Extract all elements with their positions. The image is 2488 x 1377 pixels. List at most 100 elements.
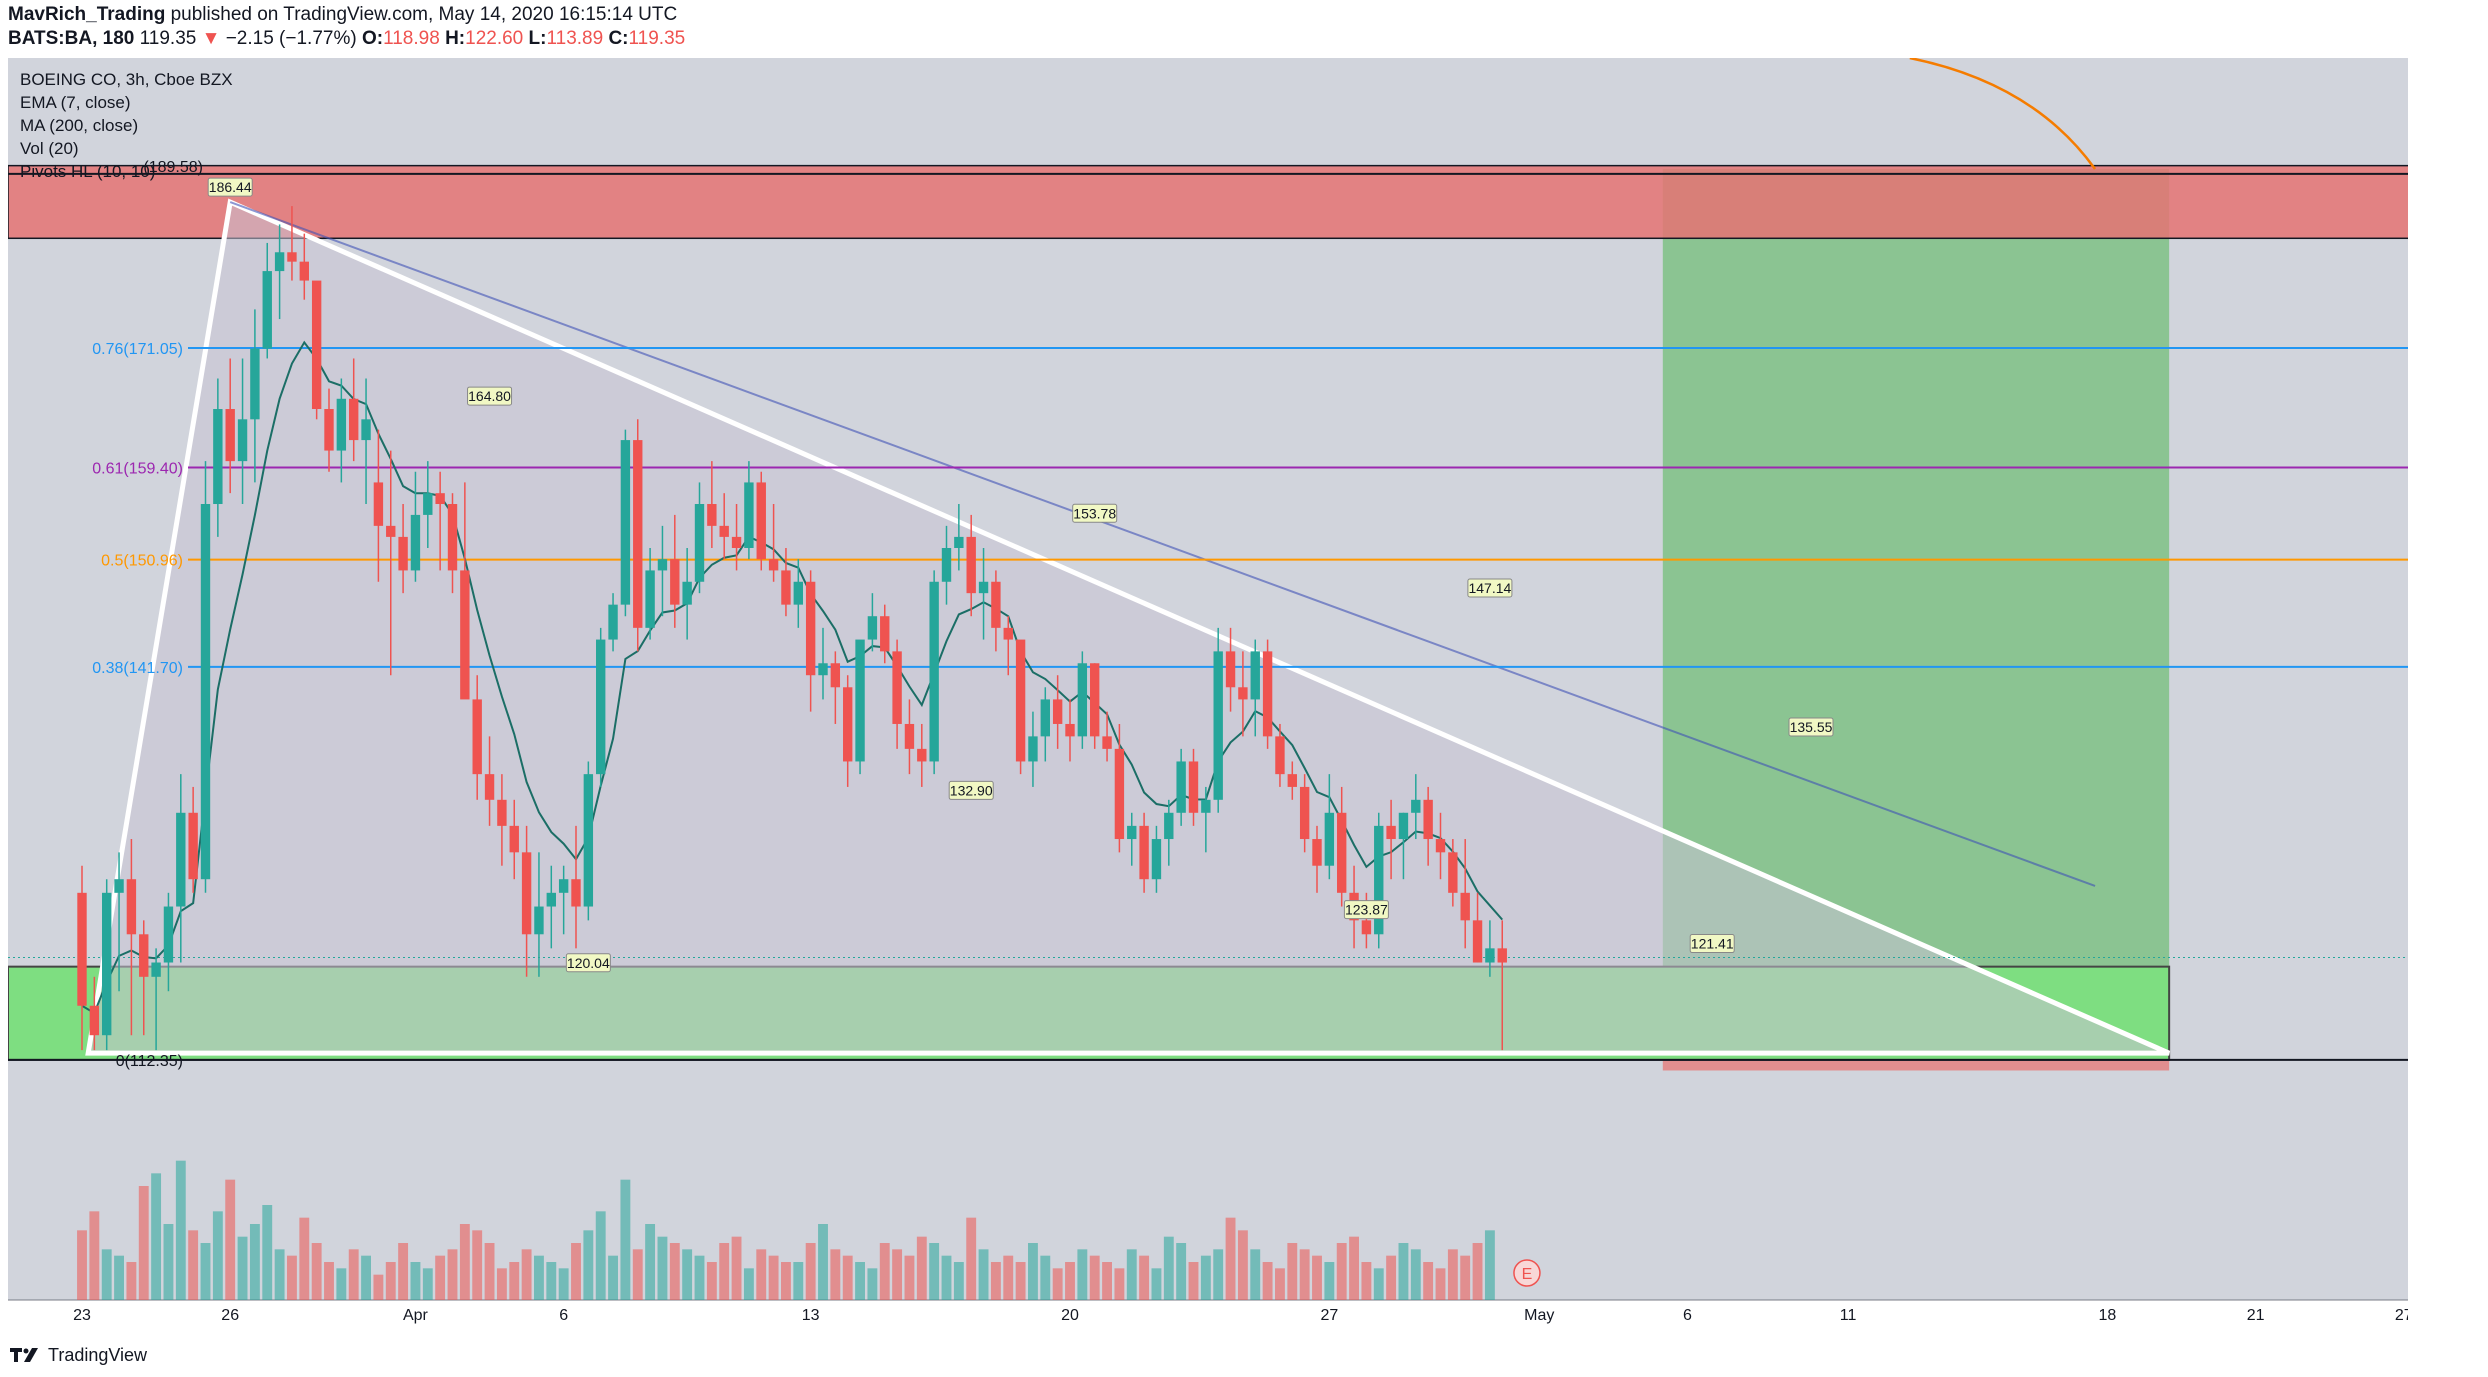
resistance-price-label: (189.58) [143, 159, 203, 176]
low-label: L: [528, 28, 547, 49]
fib-label-4: 0(112.35) [116, 1053, 183, 1070]
candle-body [1262, 651, 1273, 737]
candle-body [954, 536, 964, 548]
volume-bar [1262, 1262, 1273, 1300]
candle-body [558, 879, 569, 893]
time-tick-0: 23 [73, 1307, 91, 1324]
footer: TradingView [10, 1340, 147, 1370]
volume-bar [1213, 1249, 1224, 1300]
volume-bar [1015, 1262, 1026, 1300]
candle-body [1374, 825, 1384, 935]
time-tick-7: May [1524, 1307, 1554, 1324]
earnings-icon [1513, 1259, 1541, 1287]
volume-bar [89, 1211, 100, 1300]
pivot-label-7: 121.41 [1691, 936, 1734, 952]
volume-bar [422, 1268, 433, 1300]
volume-bar [1163, 1236, 1174, 1300]
candle-body [892, 651, 902, 724]
price-change: −2.15 (−1.77%) [225, 28, 357, 49]
volume-bar [1299, 1249, 1310, 1300]
candle-body [731, 536, 742, 548]
pivot-label-5: 132.90 [950, 782, 993, 798]
chart-area[interactable]: 0.76(171.05) 0.61(159.40) 0.5(150.96) 0.38(… [8, 58, 2408, 1328]
candle-body [1139, 825, 1149, 880]
volume-bar [237, 1236, 248, 1300]
volume-bar [472, 1230, 483, 1300]
volume-bar [1373, 1268, 1384, 1300]
candle-body [805, 581, 816, 676]
candle-body [756, 482, 766, 560]
target-zone [1662, 169, 2170, 967]
open-label: O: [361, 28, 384, 49]
volume-bar [410, 1262, 421, 1300]
legend-pivots[interactable]: Pivots HL (10, 10) [20, 162, 156, 181]
candle-body [287, 252, 297, 262]
volume-bar [1003, 1255, 1014, 1300]
symbol-line: BATS:BA, 180 119.35 ▼ −2.15 (−1.77%) O:1… [8, 28, 685, 50]
volume-bar [855, 1262, 865, 1300]
volume-bar [1423, 1262, 1434, 1300]
fib-label-1: 0.61(159.40) [92, 460, 183, 477]
pivot-label-box [948, 780, 994, 800]
volume-bar [287, 1255, 297, 1300]
candle-body [880, 616, 890, 652]
publisher-name[interactable]: MavRich_Trading [8, 4, 166, 25]
candle-body [929, 581, 939, 762]
volume-bar [447, 1249, 458, 1300]
candle-body [176, 812, 186, 907]
candle-body [904, 723, 915, 749]
volume-bar [1052, 1268, 1063, 1300]
legend-ma[interactable]: MA (200, close) [20, 116, 139, 135]
pivot-label-8: 120.04 [567, 955, 610, 971]
volume-bar [1188, 1262, 1199, 1300]
volume-bar [336, 1268, 347, 1300]
trendline [229, 201, 2096, 887]
volume-bar [1336, 1243, 1347, 1300]
candle-body [744, 482, 754, 548]
legend-vol[interactable]: Vol (20) [20, 139, 79, 158]
volume-bar [1065, 1262, 1075, 1300]
candle-body [583, 774, 594, 907]
volume-bar [509, 1262, 520, 1300]
candle-body [410, 514, 421, 571]
candle-body [274, 252, 285, 272]
price-chart[interactable]: 0.76(171.05) 0.61(159.40) 0.5(150.96) 0.38(… [8, 58, 2408, 1328]
volume-bar [583, 1230, 594, 1300]
volume-bar [1028, 1243, 1038, 1300]
candle-body [546, 892, 556, 907]
volume-bar [435, 1255, 446, 1300]
volume-bar [620, 1179, 631, 1300]
volume-bar [534, 1255, 544, 1300]
volume-bar [743, 1268, 754, 1300]
time-tick-6: 27 [1320, 1307, 1338, 1324]
volume-bar [805, 1243, 816, 1300]
candle-body [1250, 651, 1260, 700]
volume-bar [163, 1224, 174, 1300]
volume-bar [114, 1255, 124, 1300]
candle-body [398, 536, 408, 571]
candle-body [497, 799, 507, 826]
candle-body [447, 504, 458, 571]
volume-bar [1200, 1255, 1211, 1300]
candle-body [89, 1005, 100, 1036]
candle-body [1485, 948, 1495, 963]
volume-bar [978, 1249, 989, 1300]
candle-body [1238, 687, 1248, 700]
volume-bar [571, 1243, 581, 1300]
volume-bar [138, 1186, 149, 1300]
candle-body [1299, 786, 1310, 840]
volume-bar [706, 1262, 717, 1300]
pivot-label-box [1072, 503, 1118, 523]
footer-brand: TradingView [48, 1344, 148, 1365]
candle-body [843, 687, 853, 762]
symbol-name[interactable]: BATS:BA, 180 [8, 28, 135, 49]
volume-bar [1287, 1243, 1298, 1300]
volume-bar [521, 1249, 532, 1300]
time-tick-9: 11 [1840, 1307, 1857, 1324]
volume-bar [1435, 1268, 1446, 1300]
candle-body [1090, 663, 1100, 737]
candle-body [1114, 748, 1125, 840]
legend-ema[interactable]: EMA (7, close) [20, 93, 131, 112]
candle-body [521, 852, 532, 935]
close-label: C: [608, 28, 629, 49]
